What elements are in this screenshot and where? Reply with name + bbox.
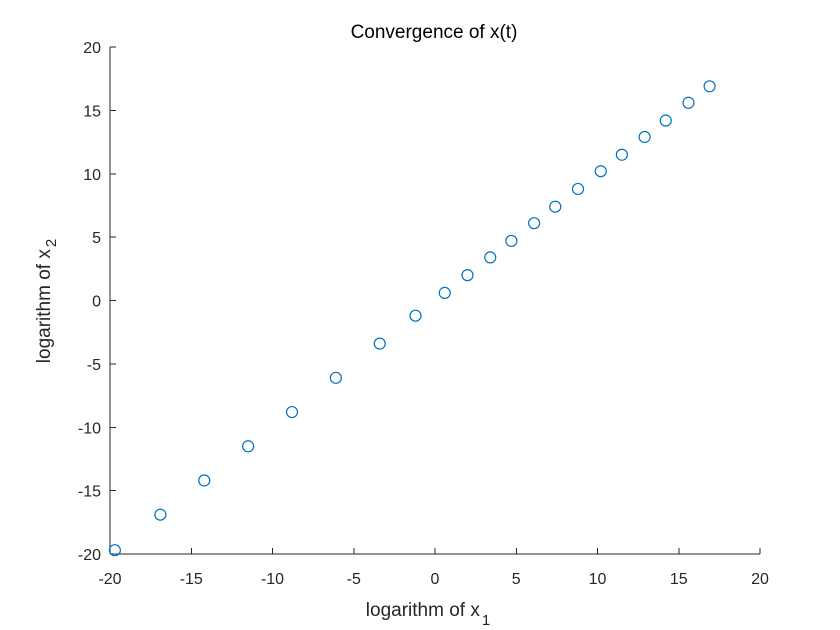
- data-point: [638, 130, 651, 144]
- y-axis-label-subscript: 2: [43, 239, 60, 247]
- data-point: [409, 309, 422, 322]
- data-point: [659, 114, 672, 127]
- data-point: [108, 544, 121, 557]
- x-tick-label: 5: [512, 571, 521, 588]
- data-point: [549, 200, 562, 213]
- data-point: [198, 474, 211, 487]
- y-tick-label: -15: [78, 484, 101, 501]
- data-point: [154, 508, 167, 521]
- x-tick-label: -10: [261, 571, 284, 588]
- x-tick-label: -20: [98, 571, 121, 588]
- data-point: [461, 269, 474, 282]
- y-tick-label: 15: [83, 103, 101, 120]
- y-ticks: -20 -15 -10 -5 0 5 10 15 20: [78, 40, 116, 564]
- x-tick-label: 0: [431, 571, 440, 588]
- x-ticks: -20 -15 -10 -5 0 5 10 15 20: [98, 548, 769, 588]
- x-tick-label: 20: [751, 571, 769, 588]
- data-point: [682, 96, 695, 109]
- y-axis-label: logarithm of x 2: [34, 239, 60, 363]
- y-tick-label: -5: [87, 357, 101, 374]
- x-axis-label-subscript: 1: [482, 612, 490, 629]
- x-tick-label: -15: [180, 571, 203, 588]
- data-point: [329, 371, 342, 384]
- data-points: [108, 80, 716, 557]
- x-tick-label: 15: [670, 571, 688, 588]
- data-point: [242, 440, 255, 453]
- x-axis-label-text: logarithm of x: [366, 600, 481, 621]
- y-axis-label-text: logarithm of x: [34, 249, 55, 364]
- data-point: [571, 182, 585, 196]
- data-point: [438, 286, 451, 299]
- y-tick-label: 20: [83, 40, 101, 57]
- y-tick-label: 5: [92, 230, 101, 247]
- data-point: [703, 80, 716, 93]
- y-tick-label: 0: [92, 294, 101, 311]
- chart-title: Convergence of x(t): [351, 22, 518, 43]
- data-point: [373, 337, 386, 350]
- data-point: [285, 405, 299, 419]
- x-tick-label: -5: [347, 571, 361, 588]
- y-tick-label: 10: [83, 167, 101, 184]
- x-tick-label: 10: [589, 571, 607, 588]
- y-tick-label: -10: [78, 420, 101, 437]
- axes: [109, 47, 760, 555]
- data-point: [484, 251, 497, 264]
- data-point: [528, 217, 541, 230]
- data-point: [594, 165, 607, 178]
- data-point: [615, 148, 628, 161]
- data-point: [505, 234, 518, 248]
- y-tick-label: -20: [78, 547, 101, 564]
